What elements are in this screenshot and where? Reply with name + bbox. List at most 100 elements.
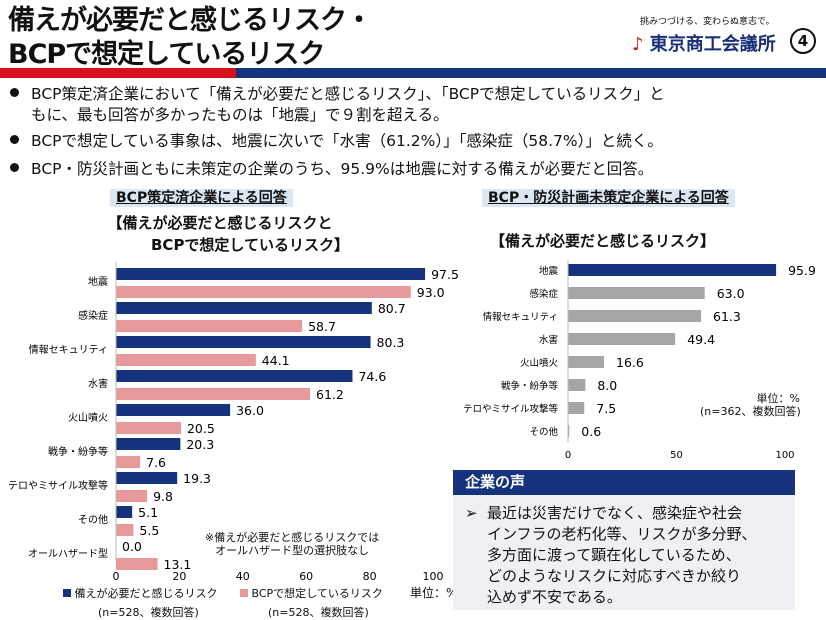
- bullet-1: BCP策定済企業において「備えが必要だと感じるリスク」、「BCPで想定しているリ…: [10, 84, 810, 126]
- title-line-1: 備えが必要だと感じるリスク・: [8, 5, 372, 36]
- category-label: テロやミサイル攻撃等: [463, 403, 559, 415]
- header-divider-red: [0, 68, 236, 78]
- category-label: テロやミサイル攻撃等: [8, 479, 108, 492]
- bar-bcp: [116, 286, 411, 298]
- category-label: 地震: [539, 265, 559, 277]
- tick-label: 40: [236, 570, 250, 583]
- bar-need: [116, 302, 372, 314]
- data-label: 80.3: [377, 335, 405, 350]
- legend-need: 備えが必要だと感じるリスク (n=528、複数回答): [63, 585, 218, 620]
- left-section-label: BCP策定済企業による回答: [110, 189, 293, 207]
- bar: [568, 356, 605, 368]
- bar-need: [116, 268, 426, 280]
- data-label: 16.6: [616, 355, 644, 370]
- logo-mark-icon: ♪: [632, 34, 644, 55]
- title-line-2: BCPで想定しているリスク: [8, 39, 325, 70]
- category-label: 水害: [88, 377, 108, 390]
- voice-line: 多方面に渡って顕在化しているため、: [487, 546, 741, 564]
- left-chart-note: ※備えが必要だと感じるリスクでは オールハザード型の選択肢なし: [205, 531, 379, 557]
- category-label: 火山噴火: [68, 412, 108, 424]
- note-line: ※備えが必要だと感じるリスクでは: [205, 531, 380, 544]
- bullet-text: BCP・防災計画ともに未策定の企業のうち、95.9%は地震に対する備えが必要だと…: [31, 160, 654, 178]
- data-label: 7.6: [146, 455, 166, 470]
- category-label: 情報セキュリティ: [29, 343, 108, 356]
- bar: [568, 379, 586, 391]
- legend-label: BCPで想定しているリスク: [251, 587, 383, 600]
- category-label: 情報セキュリティ: [483, 311, 558, 323]
- voice-line: どのようなリスクに対応すべきか絞り: [487, 567, 741, 585]
- bullet-text: もに、最も回答が多かったものは「地震」で９割を超える。: [31, 106, 449, 124]
- bullet-text: BCPで想定している事象は、地震に次いで「水害（61.2%）」「感染症（58.7…: [31, 132, 663, 150]
- legend-n: (n=528、複数回答): [98, 606, 199, 619]
- legend-n: (n=528、複数回答): [268, 606, 369, 619]
- data-label: 0.0: [122, 539, 142, 554]
- bar-bcp: [116, 524, 134, 536]
- data-label: 20.3: [186, 437, 214, 452]
- bar-bcp: [116, 354, 256, 366]
- category-label: 感染症: [78, 309, 108, 322]
- data-label: 61.3: [713, 309, 741, 324]
- voice-line: 込めず不安である。: [487, 588, 622, 606]
- bullet-text: BCP策定済企業において「備えが必要だと感じるリスク」、「BCPで想定しているリ…: [31, 85, 665, 103]
- tick-label: 80: [363, 570, 377, 583]
- data-label: 95.9: [788, 263, 816, 278]
- data-label: 7.5: [596, 401, 616, 416]
- bar-bcp: [116, 490, 148, 502]
- bar-need: [116, 472, 178, 484]
- legend-label: 備えが必要だと感じるリスク: [74, 587, 218, 600]
- category-label: 感染症: [529, 288, 558, 300]
- bar: [568, 264, 777, 276]
- bullet-3: BCP・防災計画ともに未策定の企業のうち、95.9%は地震に対する備えが必要だと…: [10, 159, 810, 180]
- header-divider-blue: [236, 68, 826, 78]
- data-label: 5.1: [138, 505, 158, 520]
- category-label: 戦争・紛争等: [48, 445, 108, 458]
- legend-bcp: BCPで想定しているリスク (n=528、複数回答): [240, 585, 383, 620]
- category-label: 火山噴火: [520, 357, 559, 369]
- bullet-icon: [10, 135, 19, 144]
- category-label: 地震: [88, 275, 108, 288]
- legend-swatch: [63, 589, 71, 597]
- data-label: 74.6: [358, 369, 386, 384]
- right-unit-note: 単位：% (n=362、複数回答): [700, 392, 801, 418]
- left-chart-title: 【備えが必要だと感じるリスクと BCPで想定しているリスク】: [50, 212, 390, 256]
- right-chart-title: 【備えが必要だと感じるリスク】: [490, 232, 716, 250]
- tagline: 挑みつづける、変わらぬ意志で。: [640, 17, 775, 27]
- data-label: 36.0: [236, 403, 264, 418]
- bar: [568, 310, 702, 322]
- left-unit: 単位：%: [410, 586, 458, 600]
- data-label: 80.7: [378, 301, 406, 316]
- data-label: 13.1: [164, 557, 192, 572]
- bar: [568, 402, 585, 414]
- bar-need: [116, 506, 133, 518]
- tick-label: 0: [113, 570, 120, 583]
- right-section-label: BCP・防災計画未策定企業による回答: [482, 189, 735, 207]
- data-label: 58.7: [308, 319, 336, 334]
- data-label: 5.5: [139, 523, 159, 538]
- tick-label: 20: [172, 570, 186, 583]
- arrow-icon: ➢: [465, 504, 478, 522]
- title-line: BCPで想定しているリスク】: [151, 236, 349, 254]
- legend-swatch: [240, 589, 248, 597]
- category-label: オールハザード型: [28, 547, 108, 560]
- bar-bcp: [116, 422, 181, 434]
- bar: [568, 287, 705, 299]
- tick-label: 60: [299, 570, 313, 583]
- bar-bcp: [116, 320, 303, 332]
- bullet-2: BCPで想定している事象は、地震に次いで「水害（61.2%）」「感染症（58.7…: [10, 131, 810, 152]
- data-label: 19.3: [183, 471, 211, 486]
- category-label: その他: [529, 426, 558, 438]
- category-label: その他: [78, 513, 108, 526]
- data-label: 63.0: [717, 286, 745, 301]
- data-label: 9.8: [153, 489, 173, 504]
- data-label: 93.0: [417, 285, 445, 300]
- data-label: 97.5: [431, 267, 459, 282]
- voice-line: 最近は災害だけでなく、感染症や社会: [487, 504, 743, 522]
- logo-text: 東京商工会議所: [649, 34, 776, 55]
- bar-bcp: [116, 388, 311, 400]
- tick-label: 100: [775, 450, 794, 461]
- data-label: 20.5: [187, 421, 215, 436]
- bar-need: [116, 336, 371, 348]
- bar-need: [116, 404, 231, 416]
- data-label: 49.4: [687, 332, 715, 347]
